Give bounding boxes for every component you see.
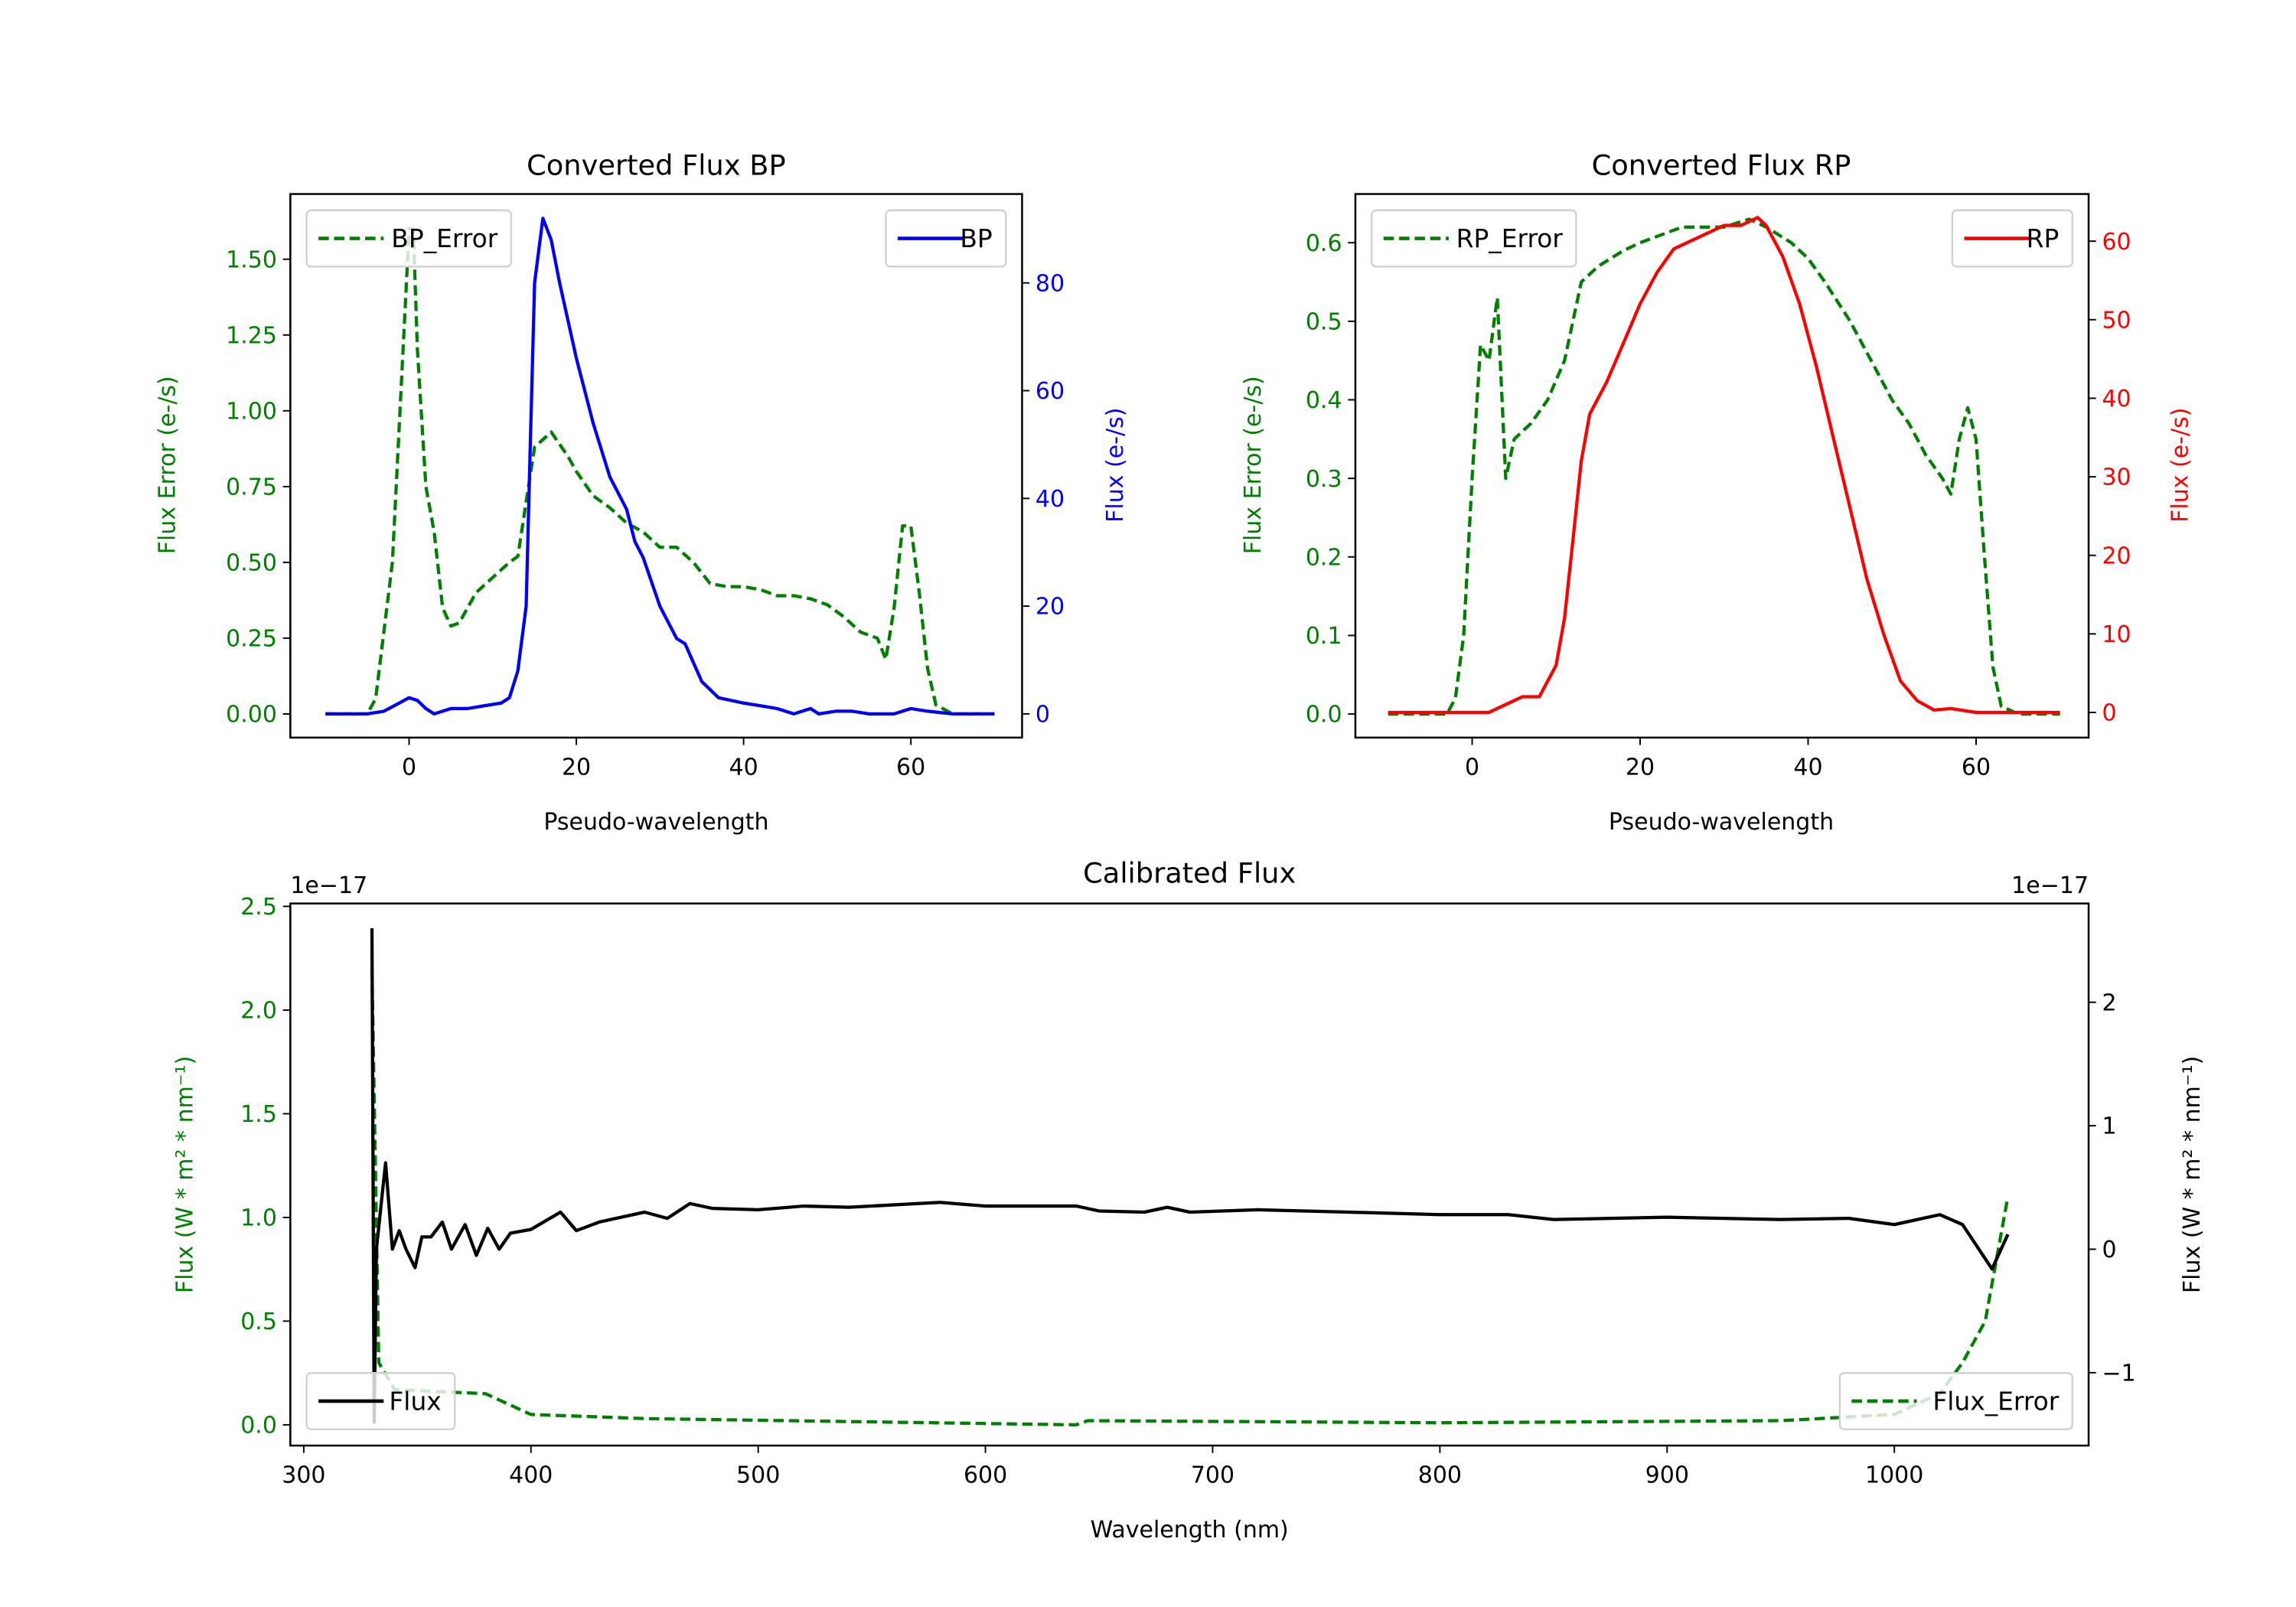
y-right-tick-label: 30 bbox=[2102, 464, 2131, 491]
bp-ylabel-left: Flux Error (e-/s) bbox=[154, 376, 181, 554]
legend-label: RP_Error bbox=[1456, 223, 1564, 253]
y-left-tick-label: 1.5 bbox=[240, 1101, 277, 1128]
y-left-tick-label: 0.0 bbox=[240, 1413, 277, 1439]
legend-box bbox=[1371, 209, 1577, 268]
y-right-tick-label: −1 bbox=[2102, 1360, 2135, 1387]
x-tick-label: 60 bbox=[1962, 754, 1991, 781]
x-tick-label: 300 bbox=[282, 1462, 325, 1488]
legend-label: Flux bbox=[389, 1387, 441, 1416]
y-left-tick-label: 1.50 bbox=[226, 246, 277, 273]
flux-line bbox=[370, 927, 2010, 1424]
y-left-tick-label: 0.75 bbox=[226, 474, 277, 500]
y-left-tick-label: 0.2 bbox=[1306, 544, 1342, 571]
bp-ylabel-right: Flux (e-/s) bbox=[1102, 408, 1129, 523]
cal-ylabel-left: Flux (W * m² * nm⁻¹) bbox=[172, 1056, 199, 1293]
legend-box bbox=[1838, 1372, 2073, 1430]
x-tick-label: 20 bbox=[1626, 754, 1655, 781]
x-tick-label: 600 bbox=[964, 1462, 1007, 1488]
x-tick-label: 700 bbox=[1191, 1462, 1234, 1488]
y-left-tick-label: 1.25 bbox=[226, 322, 277, 349]
legend-label: BP bbox=[960, 223, 992, 253]
x-tick-label: 400 bbox=[509, 1462, 553, 1488]
legend-box bbox=[305, 209, 512, 268]
rp-title: Converted Flux RP bbox=[1592, 148, 1851, 181]
calibrated-chart: Calibrated Flux Wavelength (nm) Flux (W … bbox=[172, 857, 2206, 1543]
cal-xlabel: Wavelength (nm) bbox=[1091, 1517, 1289, 1543]
legend-label: Flux_Error bbox=[1932, 1387, 2059, 1416]
y-right-tick-label: 80 bbox=[1035, 270, 1065, 297]
y-left-tick-label: 0.25 bbox=[226, 626, 277, 653]
x-tick-label: 40 bbox=[1793, 754, 1822, 781]
y-left-tick-label: 0.3 bbox=[1306, 466, 1342, 493]
cal-axes-frame bbox=[289, 902, 2090, 1447]
bp-error-legend: BP_Error bbox=[305, 209, 512, 268]
y-left-tick-label: 0.1 bbox=[1306, 623, 1342, 650]
y-right-tick-label: 0 bbox=[1035, 702, 1050, 729]
bp-line bbox=[325, 217, 995, 716]
legend-label: BP_Error bbox=[391, 223, 497, 253]
rp-legend: RP bbox=[1951, 209, 2073, 268]
rp-error-legend: RP_Error bbox=[1371, 209, 1577, 268]
cal-offset-left: 1e−17 bbox=[290, 872, 367, 899]
bp-legend: BP bbox=[885, 209, 1007, 268]
y-left-tick-label: 0.50 bbox=[226, 550, 277, 577]
y-right-tick-label: 1 bbox=[2102, 1113, 2116, 1140]
y-left-tick-label: 1.0 bbox=[240, 1205, 277, 1232]
bp-axes-frame bbox=[289, 193, 1023, 739]
cal-title: Calibrated Flux bbox=[1083, 857, 1296, 890]
y-left-tick-label: 1.00 bbox=[226, 398, 277, 425]
y-right-tick-label: 0 bbox=[2102, 700, 2116, 727]
x-tick-label: 500 bbox=[736, 1462, 780, 1488]
x-tick-label: 1000 bbox=[1865, 1462, 1923, 1488]
x-tick-label: 900 bbox=[1645, 1462, 1689, 1488]
y-left-tick-label: 2.5 bbox=[240, 894, 277, 921]
x-tick-label: 0 bbox=[402, 754, 416, 781]
cal-offset-right: 1e−17 bbox=[2011, 872, 2089, 899]
y-left-tick-label: 0.6 bbox=[1306, 230, 1342, 257]
cal-ylabel-right: Flux (W * m² * nm⁻¹) bbox=[2179, 1056, 2206, 1293]
flux-error-legend: Flux_Error bbox=[1838, 1372, 2073, 1430]
y-right-tick-label: 10 bbox=[2102, 621, 2131, 648]
rp-ylabel-left: Flux Error (e-/s) bbox=[1240, 376, 1267, 554]
y-right-tick-label: 50 bbox=[2102, 307, 2131, 334]
y-right-tick-label: 20 bbox=[2102, 543, 2131, 569]
bp-error-line bbox=[325, 227, 995, 716]
bp-chart: Converted Flux BP Pseudo-wavelength Flux… bbox=[154, 148, 1129, 835]
y-left-tick-label: 0.0 bbox=[1306, 702, 1342, 729]
rp-ylabel-right: Flux (e-/s) bbox=[2167, 408, 2194, 523]
y-right-tick-label: 0 bbox=[2102, 1237, 2116, 1263]
y-right-tick-label: 40 bbox=[1035, 486, 1065, 513]
x-tick-label: 60 bbox=[896, 754, 925, 781]
bp-title: Converted Flux BP bbox=[527, 148, 786, 181]
x-tick-label: 800 bbox=[1418, 1462, 1462, 1488]
rp-chart: Converted Flux RP Pseudo-wavelength Flux… bbox=[1240, 148, 2194, 835]
y-left-tick-label: 0.4 bbox=[1306, 387, 1342, 414]
flux-legend: Flux bbox=[305, 1372, 456, 1430]
x-tick-label: 0 bbox=[1465, 754, 1479, 781]
y-left-tick-label: 0.5 bbox=[240, 1309, 277, 1335]
y-left-tick-label: 0.00 bbox=[226, 702, 277, 729]
legend-label: RP bbox=[2027, 223, 2060, 253]
x-tick-label: 40 bbox=[729, 754, 758, 781]
rp-axes-frame bbox=[1354, 193, 2090, 739]
y-right-tick-label: 40 bbox=[2102, 386, 2131, 412]
y-left-tick-label: 2.0 bbox=[240, 998, 277, 1025]
x-tick-label: 20 bbox=[562, 754, 591, 781]
rp-xlabel: Pseudo-wavelength bbox=[1609, 809, 1834, 836]
y-right-tick-label: 60 bbox=[1035, 378, 1065, 405]
rp-line bbox=[1388, 216, 2060, 715]
y-left-tick-label: 0.5 bbox=[1306, 308, 1342, 335]
bp-xlabel: Pseudo-wavelength bbox=[543, 809, 768, 836]
rp-error-line bbox=[1388, 217, 2060, 716]
y-right-tick-label: 2 bbox=[2102, 989, 2116, 1016]
y-right-tick-label: 60 bbox=[2102, 229, 2131, 256]
y-right-tick-label: 20 bbox=[1035, 594, 1065, 621]
